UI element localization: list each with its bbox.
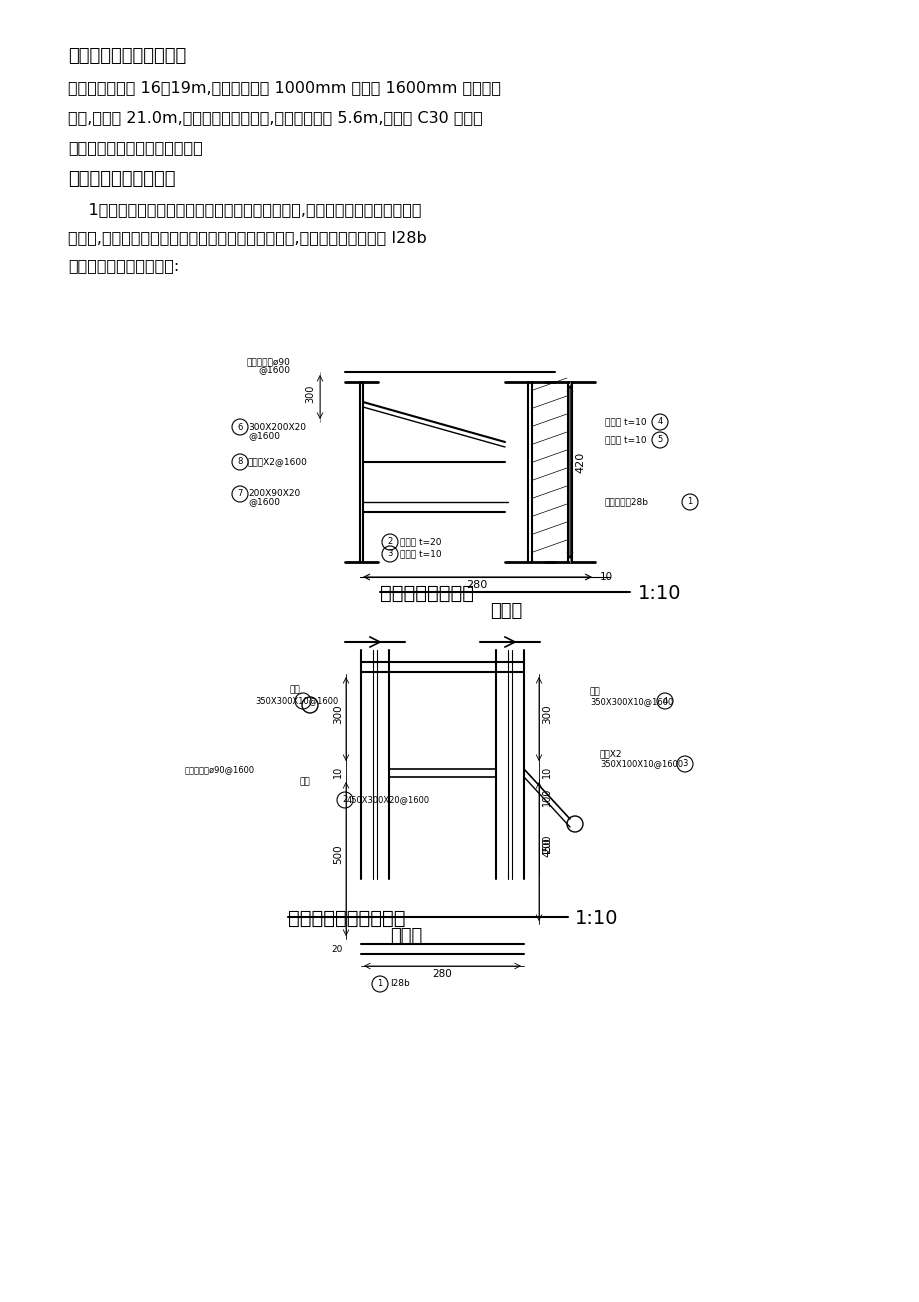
Text: 20: 20 [331,944,343,953]
Text: 工字钢。钢围檩见下列图:: 工字钢。钢围檩见下列图: [68,258,179,273]
Text: 钢围檩标准断面图: 钢围檩标准断面图 [380,585,473,603]
Text: 1:10: 1:10 [574,909,618,928]
Text: 10: 10 [333,766,343,779]
Text: 孔桩,桩长为 21.0m,桩址插入砂卵地层中,桩入土深度为 5.6m,桩采用 C30 钢筋混: 孔桩,桩长为 21.0m,桩址插入砂卵地层中,桩入土深度为 5.6m,桩采用 C… [68,109,482,125]
Text: 450X300X20@1600: 450X300X20@1600 [346,796,430,805]
Text: 四、锚索段钢围檩构造: 四、锚索段钢围檩构造 [68,171,176,187]
Text: 钢模板 t=10: 钢模板 t=10 [400,549,441,559]
Text: 350X300X10@1600: 350X300X10@1600 [589,698,673,707]
Text: 10: 10 [541,766,551,779]
Text: 锚杆预留孔ø90: 锚杆预留孔ø90 [246,358,289,366]
Text: 钢檩X2: 钢檩X2 [599,750,622,759]
Text: 200: 200 [541,835,551,853]
Text: 钢模板 t=20: 钢模板 t=20 [400,538,441,547]
Text: 锚杆段: 锚杆段 [490,602,522,620]
Text: @1600: @1600 [257,366,289,375]
Text: 300: 300 [541,704,551,724]
Text: 钢檩: 钢檩 [299,777,310,786]
Text: 3: 3 [682,759,686,768]
Text: 普通热轧工28b: 普通热轧工28b [605,497,648,506]
Text: 8: 8 [237,457,243,466]
Text: 100: 100 [541,788,551,806]
Text: 车站开挖深度为 16～19m,排桩采用直径 1000mm 间距为 1600mm 的旋挖钻: 车站开挖深度为 16～19m,排桩采用直径 1000mm 间距为 1600mm … [68,79,501,95]
Text: @1600: @1600 [248,431,279,440]
Text: 300X200X20: 300X200X20 [248,423,306,431]
Text: 钢围檩对撑节点平面图: 钢围檩对撑节点平面图 [288,909,405,928]
Text: 锚杆段: 锚杆段 [390,927,422,945]
Text: 三、围护承载钻孔桩布设: 三、围护承载钻孔桩布设 [68,47,186,65]
Text: 5: 5 [657,435,662,444]
Text: 1: 1 [686,497,692,506]
Text: 1: 1 [377,979,382,988]
Text: 500: 500 [333,844,343,863]
Text: 450: 450 [541,837,551,857]
Text: 锚杆预留孔ø90@1600: 锚杆预留孔ø90@1600 [185,766,255,775]
Text: 凝土作为围护构造的支撑体系。: 凝土作为围护构造的支撑体系。 [68,141,202,155]
Text: 350X300X10@1600: 350X300X10@1600 [255,697,338,706]
Text: 200X90X20: 200X90X20 [248,490,300,499]
Text: 4: 4 [657,418,662,427]
Text: 300: 300 [305,385,314,404]
Text: @1600: @1600 [248,497,279,506]
Text: 350X100X10@1600: 350X100X10@1600 [599,759,683,768]
Text: 4: 4 [662,697,667,706]
Text: 1、钢围檩是锚索向钻孔桩传递荷载和锚固的载体,其设计承载力与锚索的荷载: 1、钢围檩是锚索向钻孔桩传递荷载和锚固的载体,其设计承载力与锚索的荷载 [68,202,421,217]
Text: 钢模板 t=10: 钢模板 t=10 [605,418,646,427]
Text: 280: 280 [432,969,451,979]
Text: I28b: I28b [390,979,409,988]
Text: 1:10: 1:10 [637,585,681,603]
Text: 420: 420 [574,452,584,473]
Text: 2: 2 [387,538,392,547]
Text: 7: 7 [237,490,243,499]
Text: 钢模板 t=10: 钢模板 t=10 [605,435,646,444]
Text: 10: 10 [599,572,612,582]
Text: 6: 6 [237,423,243,431]
Text: 300: 300 [333,704,343,724]
Text: 280: 280 [466,579,487,590]
Text: 钢檩: 钢檩 [589,687,600,697]
Text: 2: 2 [342,796,347,805]
Text: 三角板X2@1600: 三角板X2@1600 [248,457,308,466]
Text: 相匹配,并满足应力集中的要求。锚垫块采用钢锚垫块,锚索段钢围檩采用双 I28b: 相匹配,并满足应力集中的要求。锚垫块采用钢锚垫块,锚索段钢围檩采用双 I28b [68,230,426,245]
Text: 钢檩: 钢檩 [289,685,300,694]
Text: 3: 3 [387,549,392,559]
